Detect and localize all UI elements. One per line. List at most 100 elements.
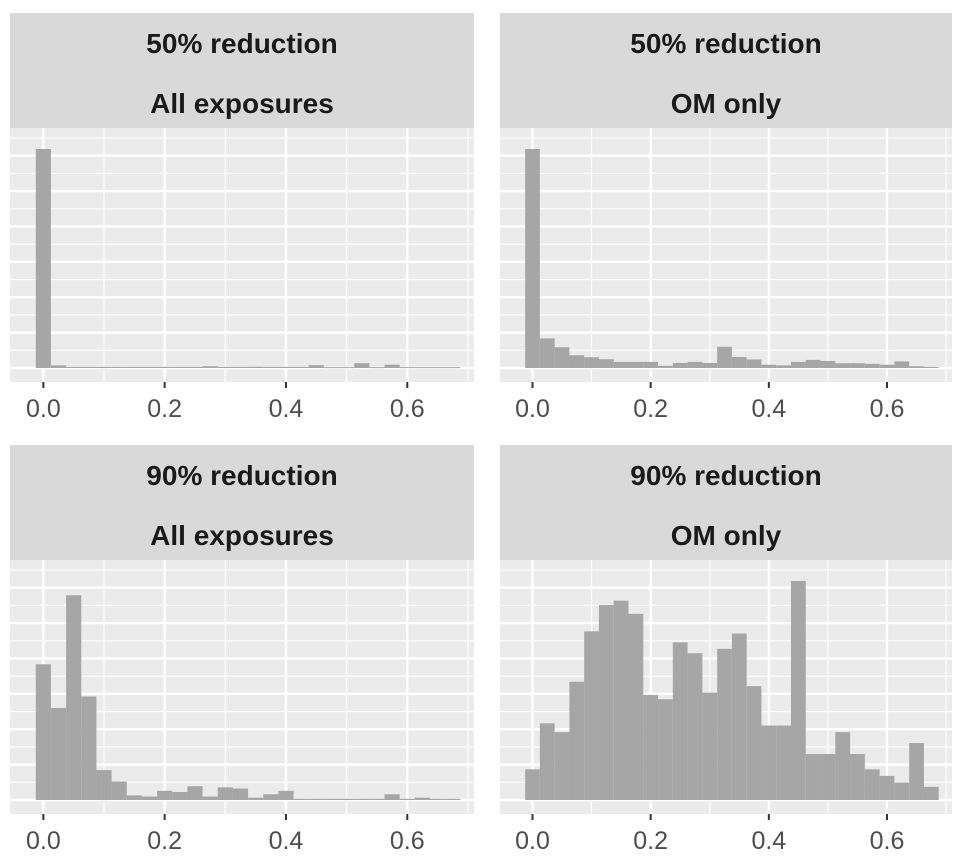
histogram-bar [761,364,777,368]
histogram-bar [820,360,836,368]
facet-strip [10,445,474,560]
histogram-bar [384,364,400,368]
histogram-bar [776,365,791,368]
histogram-bar [790,361,806,368]
histogram-bar [820,754,836,800]
histogram-bar [339,367,355,369]
histogram-bar [187,786,203,800]
histogram-bar [399,798,415,800]
facet-strip [500,13,952,128]
histogram-bar [430,798,446,800]
histogram-bar [248,797,264,800]
histogram-bar [864,363,880,368]
plot-background [500,128,952,382]
facet-strip [500,445,952,560]
facet-strip-label-2: All exposures [150,88,334,119]
histogram-bar [923,786,939,800]
histogram-bar [445,798,461,800]
histogram-bar [445,367,461,369]
histogram-bar [672,362,688,368]
x-tick-label: 0.2 [633,827,668,855]
x-tick-label: 0.6 [870,395,905,423]
facet-strip-label-1: 50% reduction [146,28,337,59]
x-tick-label: 0.2 [147,827,182,855]
histogram-bar [323,367,340,369]
histogram-bar [217,366,233,368]
histogram-bar [66,366,82,368]
histogram-bar [702,692,718,800]
x-tick-label: 0.2 [633,395,668,423]
histogram-bar [50,365,67,368]
facet-panel-3: 90% reduction All exposures 0.0 0.2 0.4 0.6 [10,445,474,855]
histogram-bar [202,796,218,800]
histogram-bar [263,794,279,800]
facet-strip-label-1: 90% reduction [146,460,337,491]
histogram-bar [339,798,355,800]
histogram-bar [81,366,97,368]
histogram-bar [702,362,718,368]
histogram-bar [172,366,188,368]
facet-strip [10,13,474,128]
histogram-bar [323,798,340,800]
histogram-bar [658,365,673,368]
histogram-bar [746,359,762,368]
histogram-bar [187,366,203,368]
histogram-bar [731,357,747,368]
histogram-bar [850,754,865,800]
histogram-bar [879,364,895,368]
facet-panel-1: 50% reduction All exposures 0.0 0.2 0.4 0.6 [10,13,474,423]
histogram-bar [835,732,851,800]
histogram-bar [790,580,806,800]
histogram-bar [111,366,127,368]
histogram-bar [278,366,294,368]
histogram-bar [525,769,540,800]
histogram-bar [628,361,644,368]
x-tick-label: 0.0 [26,395,61,423]
histogram-bar [308,798,324,800]
histogram-bar [157,366,173,368]
x-tick-label: 0.2 [147,395,182,423]
histogram-bar [35,148,51,368]
histogram-bar [687,653,703,800]
x-tick-label: 0.6 [870,827,905,855]
histogram-bar [384,794,400,800]
facet-panel-2: 50% reduction OM only 0.0 0.2 0.4 0.6 [500,13,952,423]
histogram-bar [569,681,585,800]
histogram-bar [50,708,67,800]
x-tick-label: 0.6 [390,395,425,423]
histogram-bar [658,699,673,800]
histogram-bar [554,732,570,800]
x-tick-label: 0.4 [269,395,304,423]
histogram-bar [835,363,851,368]
histogram-bar [731,633,747,800]
histogram-bar [414,797,431,800]
facet-panel-4: 90% reduction OM only 0.0 0.2 0.4 0.6 [500,445,952,855]
facet-strip-label-2: OM only [671,88,782,119]
facet-strip-label-2: OM only [671,520,782,551]
histogram-bar [369,367,385,369]
x-tick-label: 0.6 [390,827,425,855]
x-tick-label: 0.0 [515,395,550,423]
histogram-bar [554,347,570,368]
x-tick-label: 0.0 [26,827,61,855]
histogram-bar [894,782,910,800]
histogram-bar [909,366,924,368]
histogram-bar [126,795,142,800]
histogram-bar [643,694,659,800]
x-tick-label: 0.4 [751,827,786,855]
histogram-bar [308,365,324,368]
histogram-bar [126,366,142,368]
histogram-bar [232,788,249,800]
histogram-bar [172,791,188,800]
histogram-bar [717,648,732,800]
histogram-bar [525,148,540,368]
histogram-bar [776,725,791,800]
histogram-bar [864,769,880,800]
facet-strip-label-1: 50% reduction [630,28,821,59]
histogram-bar [850,363,865,368]
histogram-bar [879,775,895,800]
x-tick-label: 0.0 [515,827,550,855]
facet-strip-label-1: 90% reduction [630,460,821,491]
histogram-bar [598,359,614,368]
